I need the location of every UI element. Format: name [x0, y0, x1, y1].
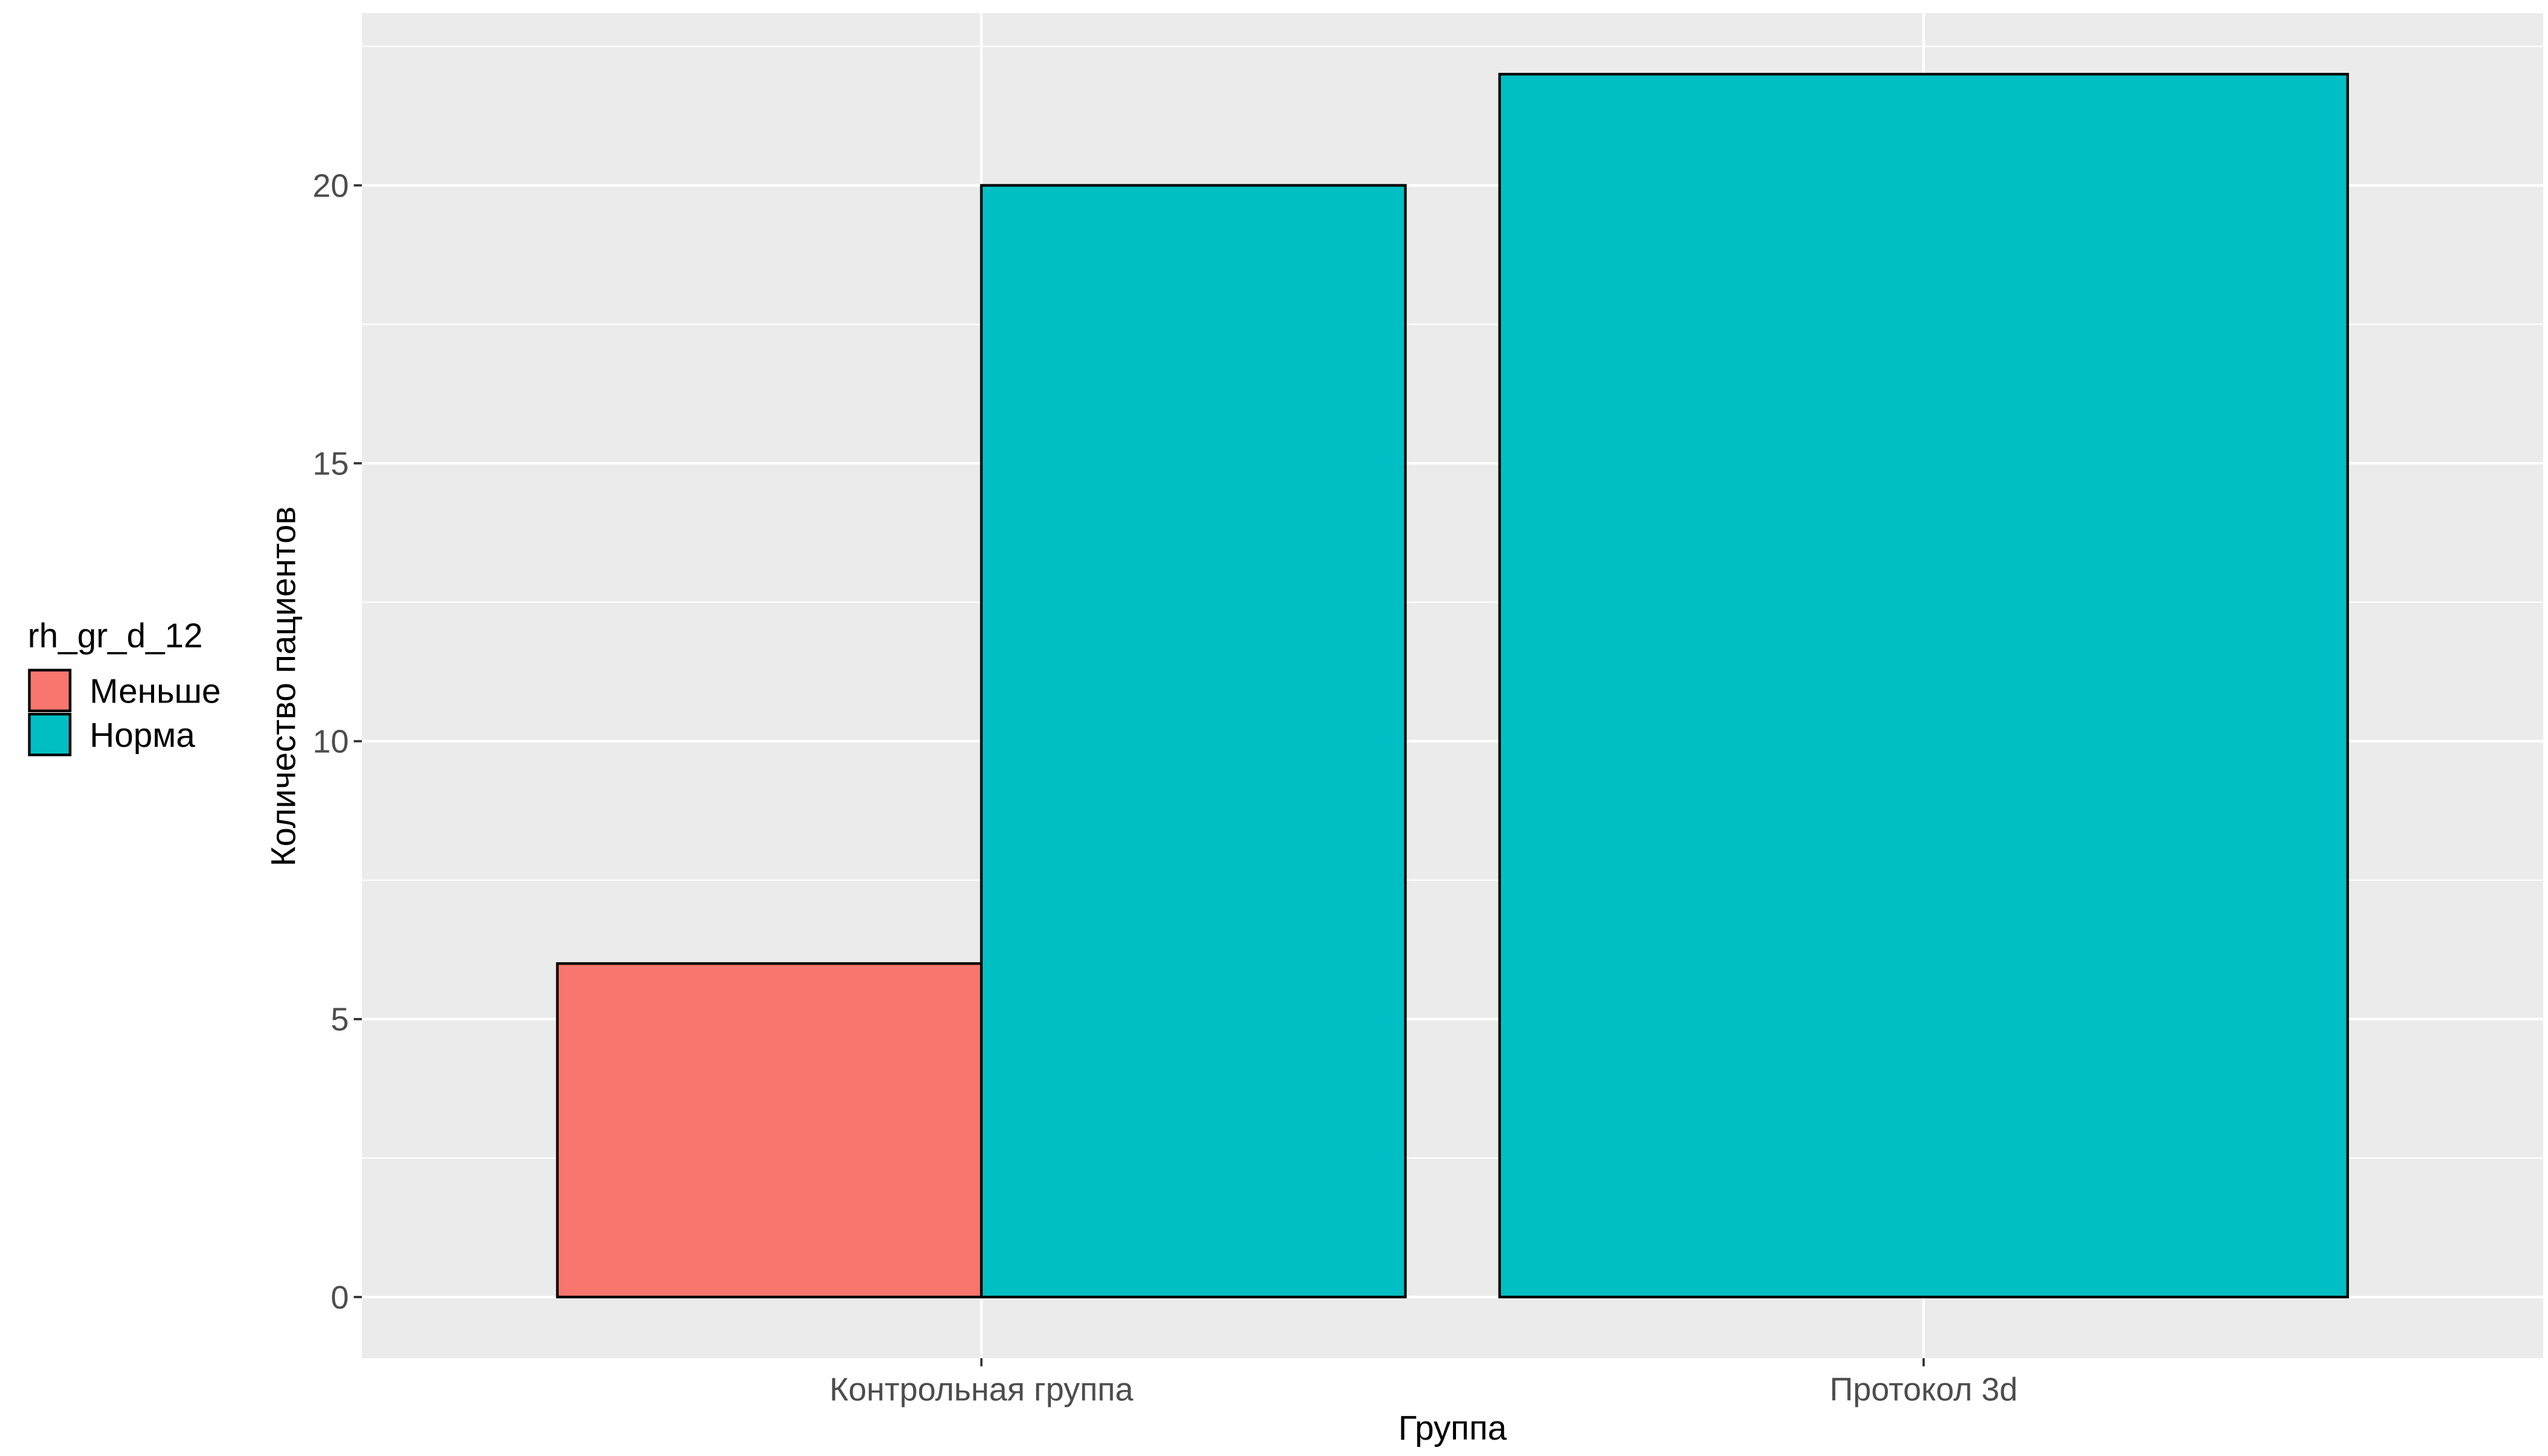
y-tick-label: 15: [312, 445, 349, 482]
legend-key: [28, 669, 72, 712]
y-tick-label: 20: [312, 167, 349, 204]
legend-label: Норма: [90, 716, 195, 754]
legend-label: Меньше: [90, 672, 221, 710]
legend: rh_gr_d_12 Меньше Норма: [28, 616, 221, 757]
legend-title: rh_gr_d_12: [28, 616, 203, 655]
x-tick-label: Контрольная группа: [829, 1372, 1133, 1408]
x-axis: Контрольная группа Протокол 3d: [829, 1358, 2018, 1408]
x-axis-title: Группа: [1398, 1409, 1507, 1447]
bar: [556, 962, 983, 1299]
y-tick-label: 10: [312, 724, 349, 760]
y-axis: 0 5 10 15 20: [312, 167, 362, 1316]
bars: [556, 73, 2349, 1299]
y-tick-label: 5: [331, 1002, 349, 1038]
legend-key: [28, 713, 72, 757]
y-axis-title: Количество пациентов: [264, 507, 302, 867]
bar: [980, 184, 1407, 1299]
x-tick-label: Протокол 3d: [1830, 1372, 2018, 1408]
y-tick-label: 0: [331, 1279, 349, 1316]
bar: [1498, 73, 2349, 1299]
